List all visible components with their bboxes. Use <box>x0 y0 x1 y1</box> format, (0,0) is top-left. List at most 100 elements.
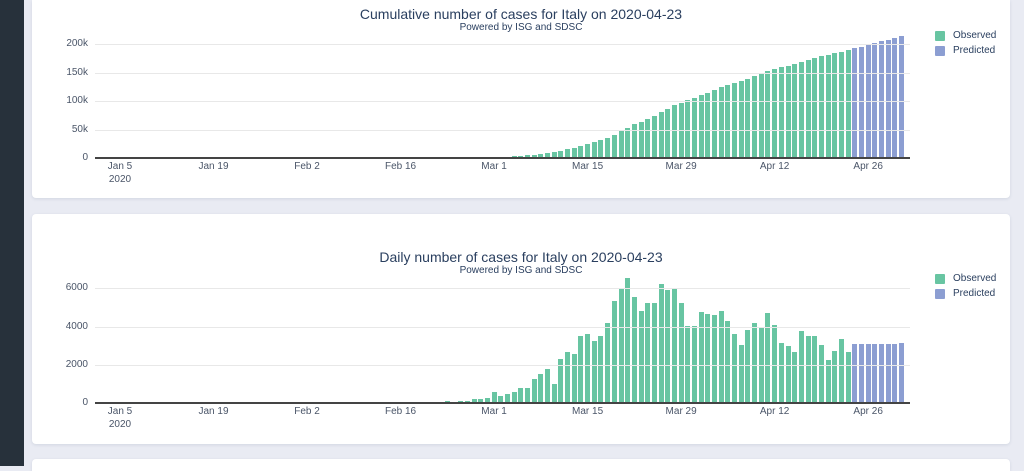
y-tick-label: 4000 <box>32 321 88 333</box>
observed-bar <box>538 374 543 403</box>
left-sidebar <box>0 0 24 466</box>
observed-bar <box>786 66 791 158</box>
observed-bar <box>679 303 684 403</box>
observed-bar <box>719 311 724 403</box>
x-tick-label: Feb 2 <box>267 161 347 173</box>
observed-bar <box>832 351 837 403</box>
observed-bar <box>665 290 670 403</box>
observed-bar <box>745 330 750 403</box>
cumulative-plot-area[interactable] <box>95 33 910 158</box>
observed-bar <box>732 83 737 158</box>
observed-bar <box>552 384 557 403</box>
x-tick-label: Mar 29 <box>641 406 721 418</box>
observed-bar <box>812 336 817 403</box>
gridline <box>95 365 910 366</box>
predicted-bar <box>852 344 857 403</box>
observed-bar <box>645 303 650 403</box>
observed-bar <box>652 303 657 403</box>
observed-bar <box>819 345 824 403</box>
predicted-bar <box>866 344 871 403</box>
x-tick-label: Mar 15 <box>548 161 628 173</box>
observed-bar <box>692 98 697 158</box>
x-tick-label: Feb 2 <box>267 406 347 418</box>
observed-bar <box>819 56 824 158</box>
x-tick-label: Apr 26 <box>828 161 908 173</box>
next-chart-card-partial <box>32 459 1010 471</box>
observed-bar <box>659 284 664 403</box>
legend-label: Predicted <box>953 288 995 299</box>
observed-bar <box>699 312 704 403</box>
predicted-bar <box>859 344 864 403</box>
observed-bar <box>832 53 837 158</box>
observed-bar <box>712 90 717 158</box>
chart-title: Daily number of cases for Italy on 2020-… <box>32 249 1010 265</box>
x-tick-year-label: 2020 <box>80 419 160 431</box>
x-tick-label: Mar 15 <box>548 406 628 418</box>
legend-item-observed[interactable]: Observed <box>935 30 996 41</box>
observed-bar <box>846 352 851 403</box>
observed-bar <box>806 336 811 403</box>
x-tick-label: Jan 5 <box>80 161 160 173</box>
predicted-bar <box>879 41 884 158</box>
legend-label: Observed <box>953 273 996 284</box>
x-tick-label: Jan 5 <box>80 406 160 418</box>
predicted-bar <box>886 344 891 403</box>
y-tick-label: 100k <box>32 95 88 107</box>
legend-label: Predicted <box>953 45 995 56</box>
observed-bar <box>725 321 730 404</box>
gridline <box>95 73 910 74</box>
predicted-bar <box>859 47 864 158</box>
daily-plot-area[interactable] <box>95 273 910 403</box>
observed-bar <box>612 301 617 403</box>
observed-bar <box>745 79 750 158</box>
legend: Observed Predicted <box>935 30 996 60</box>
observed-bar <box>598 140 603 158</box>
observed-bar <box>732 334 737 403</box>
gridline <box>95 130 910 131</box>
observed-bar <box>592 341 597 403</box>
x-tick-label: Mar 29 <box>641 161 721 173</box>
observed-bar <box>772 69 777 158</box>
y-tick-label: 6000 <box>32 282 88 294</box>
observed-bar <box>652 116 657 158</box>
observed-bar <box>545 369 550 403</box>
cumulative-chart-card: Cumulative number of cases for Italy on … <box>32 0 1010 198</box>
legend: Observed Predicted <box>935 273 996 303</box>
x-tick-label: Feb 16 <box>361 161 441 173</box>
observed-bar <box>719 87 724 158</box>
observed-bar <box>625 278 630 403</box>
observed-bar <box>779 343 784 403</box>
gridline <box>95 288 910 289</box>
observed-bar <box>639 311 644 403</box>
observed-bar <box>752 323 757 403</box>
chart-subtitle: Powered by ISG and SDSC <box>32 22 1010 33</box>
observed-bar <box>572 354 577 403</box>
observed-bar <box>639 122 644 158</box>
legend-item-predicted[interactable]: Predicted <box>935 288 996 299</box>
gridline <box>95 101 910 102</box>
observed-bar <box>725 85 730 158</box>
observed-bar <box>799 331 804 403</box>
legend-item-observed[interactable]: Observed <box>935 273 996 284</box>
observed-bar <box>792 352 797 403</box>
observed-swatch-icon <box>935 31 945 41</box>
x-axis-line <box>95 157 910 159</box>
x-tick-label: Feb 16 <box>361 406 441 418</box>
observed-bar <box>585 144 590 158</box>
predicted-bar <box>886 40 891 158</box>
observed-bar <box>786 346 791 403</box>
x-tick-label: Apr 26 <box>828 406 908 418</box>
observed-bar <box>518 388 523 403</box>
observed-bar <box>779 67 784 158</box>
predicted-bar <box>899 343 904 403</box>
gridline <box>95 327 910 328</box>
observed-bar <box>739 345 744 403</box>
observed-bar <box>699 95 704 158</box>
legend-item-predicted[interactable]: Predicted <box>935 45 996 56</box>
observed-bar <box>752 76 757 158</box>
x-tick-label: Jan 19 <box>174 161 254 173</box>
observed-bar <box>672 105 677 158</box>
observed-bar <box>625 128 630 158</box>
predicted-swatch-icon <box>935 289 945 299</box>
observed-bar <box>605 138 610 158</box>
